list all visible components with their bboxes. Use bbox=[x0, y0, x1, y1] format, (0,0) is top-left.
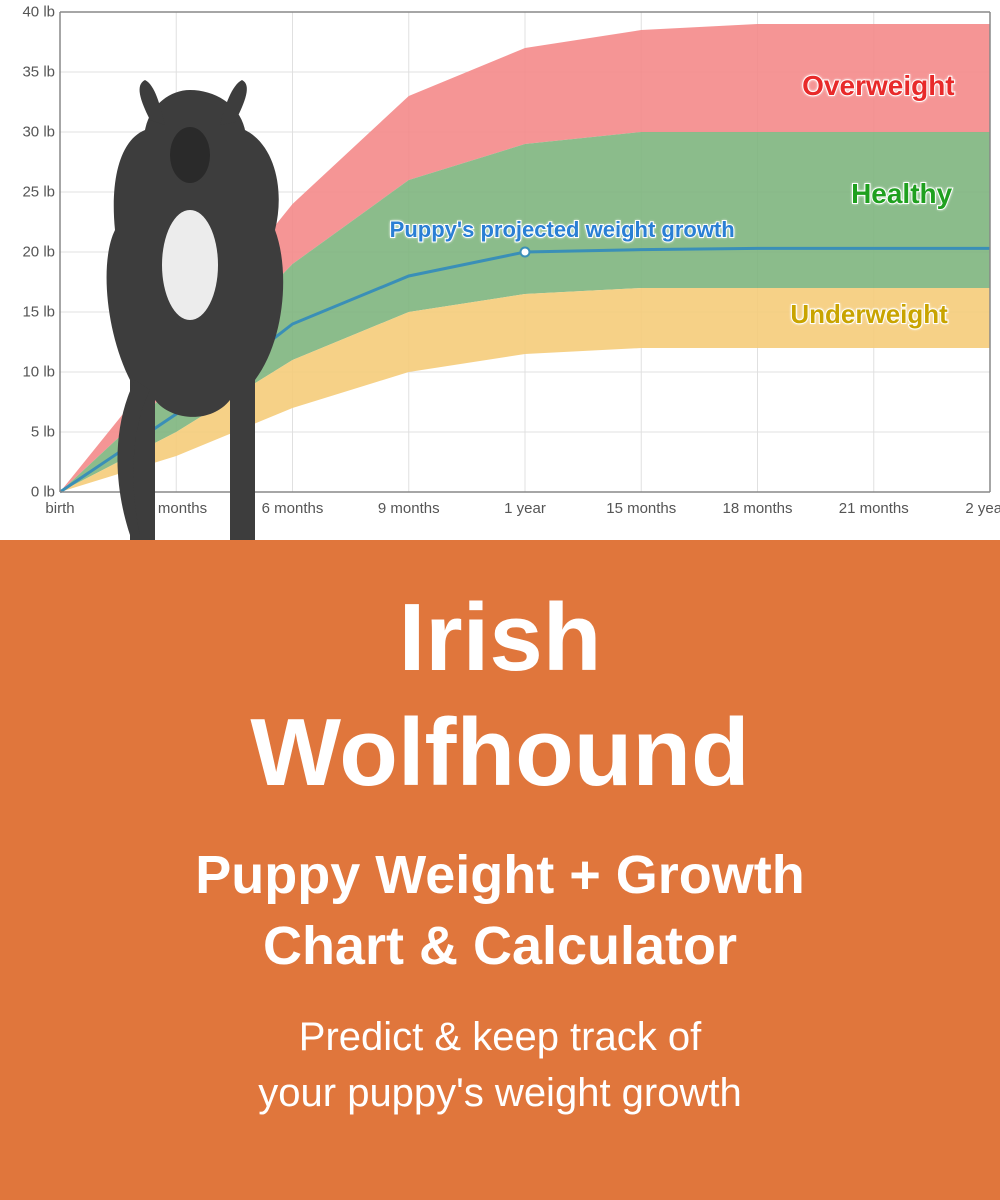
x-tick-label: 1 year bbox=[504, 500, 546, 517]
y-tick-label: 15 lb bbox=[22, 304, 55, 321]
y-tick-label: 10 lb bbox=[22, 364, 55, 381]
x-tick-label: 3 months bbox=[145, 500, 207, 517]
y-tick-label: 20 lb bbox=[22, 244, 55, 261]
healthy-label: Healthy bbox=[851, 178, 952, 210]
banner-title: Irish Wolfhound bbox=[0, 580, 1000, 810]
banner-subtitle: Puppy Weight + Growth Chart & Calculator bbox=[0, 840, 1000, 980]
x-tick-label: 21 months bbox=[839, 500, 909, 517]
x-tick-label: 2 years bbox=[965, 500, 1000, 517]
x-tick-label: 18 months bbox=[722, 500, 792, 517]
underweight-label: Underweight bbox=[790, 299, 947, 330]
subtitle-line-1: Puppy Weight + Growth bbox=[195, 845, 805, 905]
y-tick-label: 25 lb bbox=[22, 184, 55, 201]
title-line-2: Wolfhound bbox=[250, 699, 749, 806]
overweight-label: Overweight bbox=[802, 70, 954, 102]
banner-tagline: Predict & keep track of your puppy's wei… bbox=[0, 1009, 1000, 1121]
projection-label: Puppy's projected weight growth bbox=[390, 217, 735, 243]
x-tick-label: 15 months bbox=[606, 500, 676, 517]
y-tick-label: 40 lb bbox=[22, 4, 55, 21]
title-banner: Irish Wolfhound Puppy Weight + Growth Ch… bbox=[0, 540, 1000, 1200]
x-tick-label: birth bbox=[45, 500, 74, 517]
tagline-line-2: your puppy's weight growth bbox=[258, 1071, 741, 1115]
title-line-1: Irish bbox=[399, 584, 602, 691]
y-tick-label: 5 lb bbox=[31, 424, 55, 441]
subtitle-line-2: Chart & Calculator bbox=[263, 916, 737, 976]
y-tick-label: 35 lb bbox=[22, 64, 55, 81]
x-tick-label: 6 months bbox=[262, 500, 324, 517]
x-tick-label: 9 months bbox=[378, 500, 440, 517]
y-tick-label: 30 lb bbox=[22, 124, 55, 141]
growth-chart: 0 lb 5 lb 10 lb 15 lb 20 lb 25 lb 30 lb 35 lb 40… bbox=[0, 0, 1000, 540]
y-tick-label: 0 lb bbox=[31, 484, 55, 501]
tagline-line-1: Predict & keep track of bbox=[299, 1015, 701, 1059]
